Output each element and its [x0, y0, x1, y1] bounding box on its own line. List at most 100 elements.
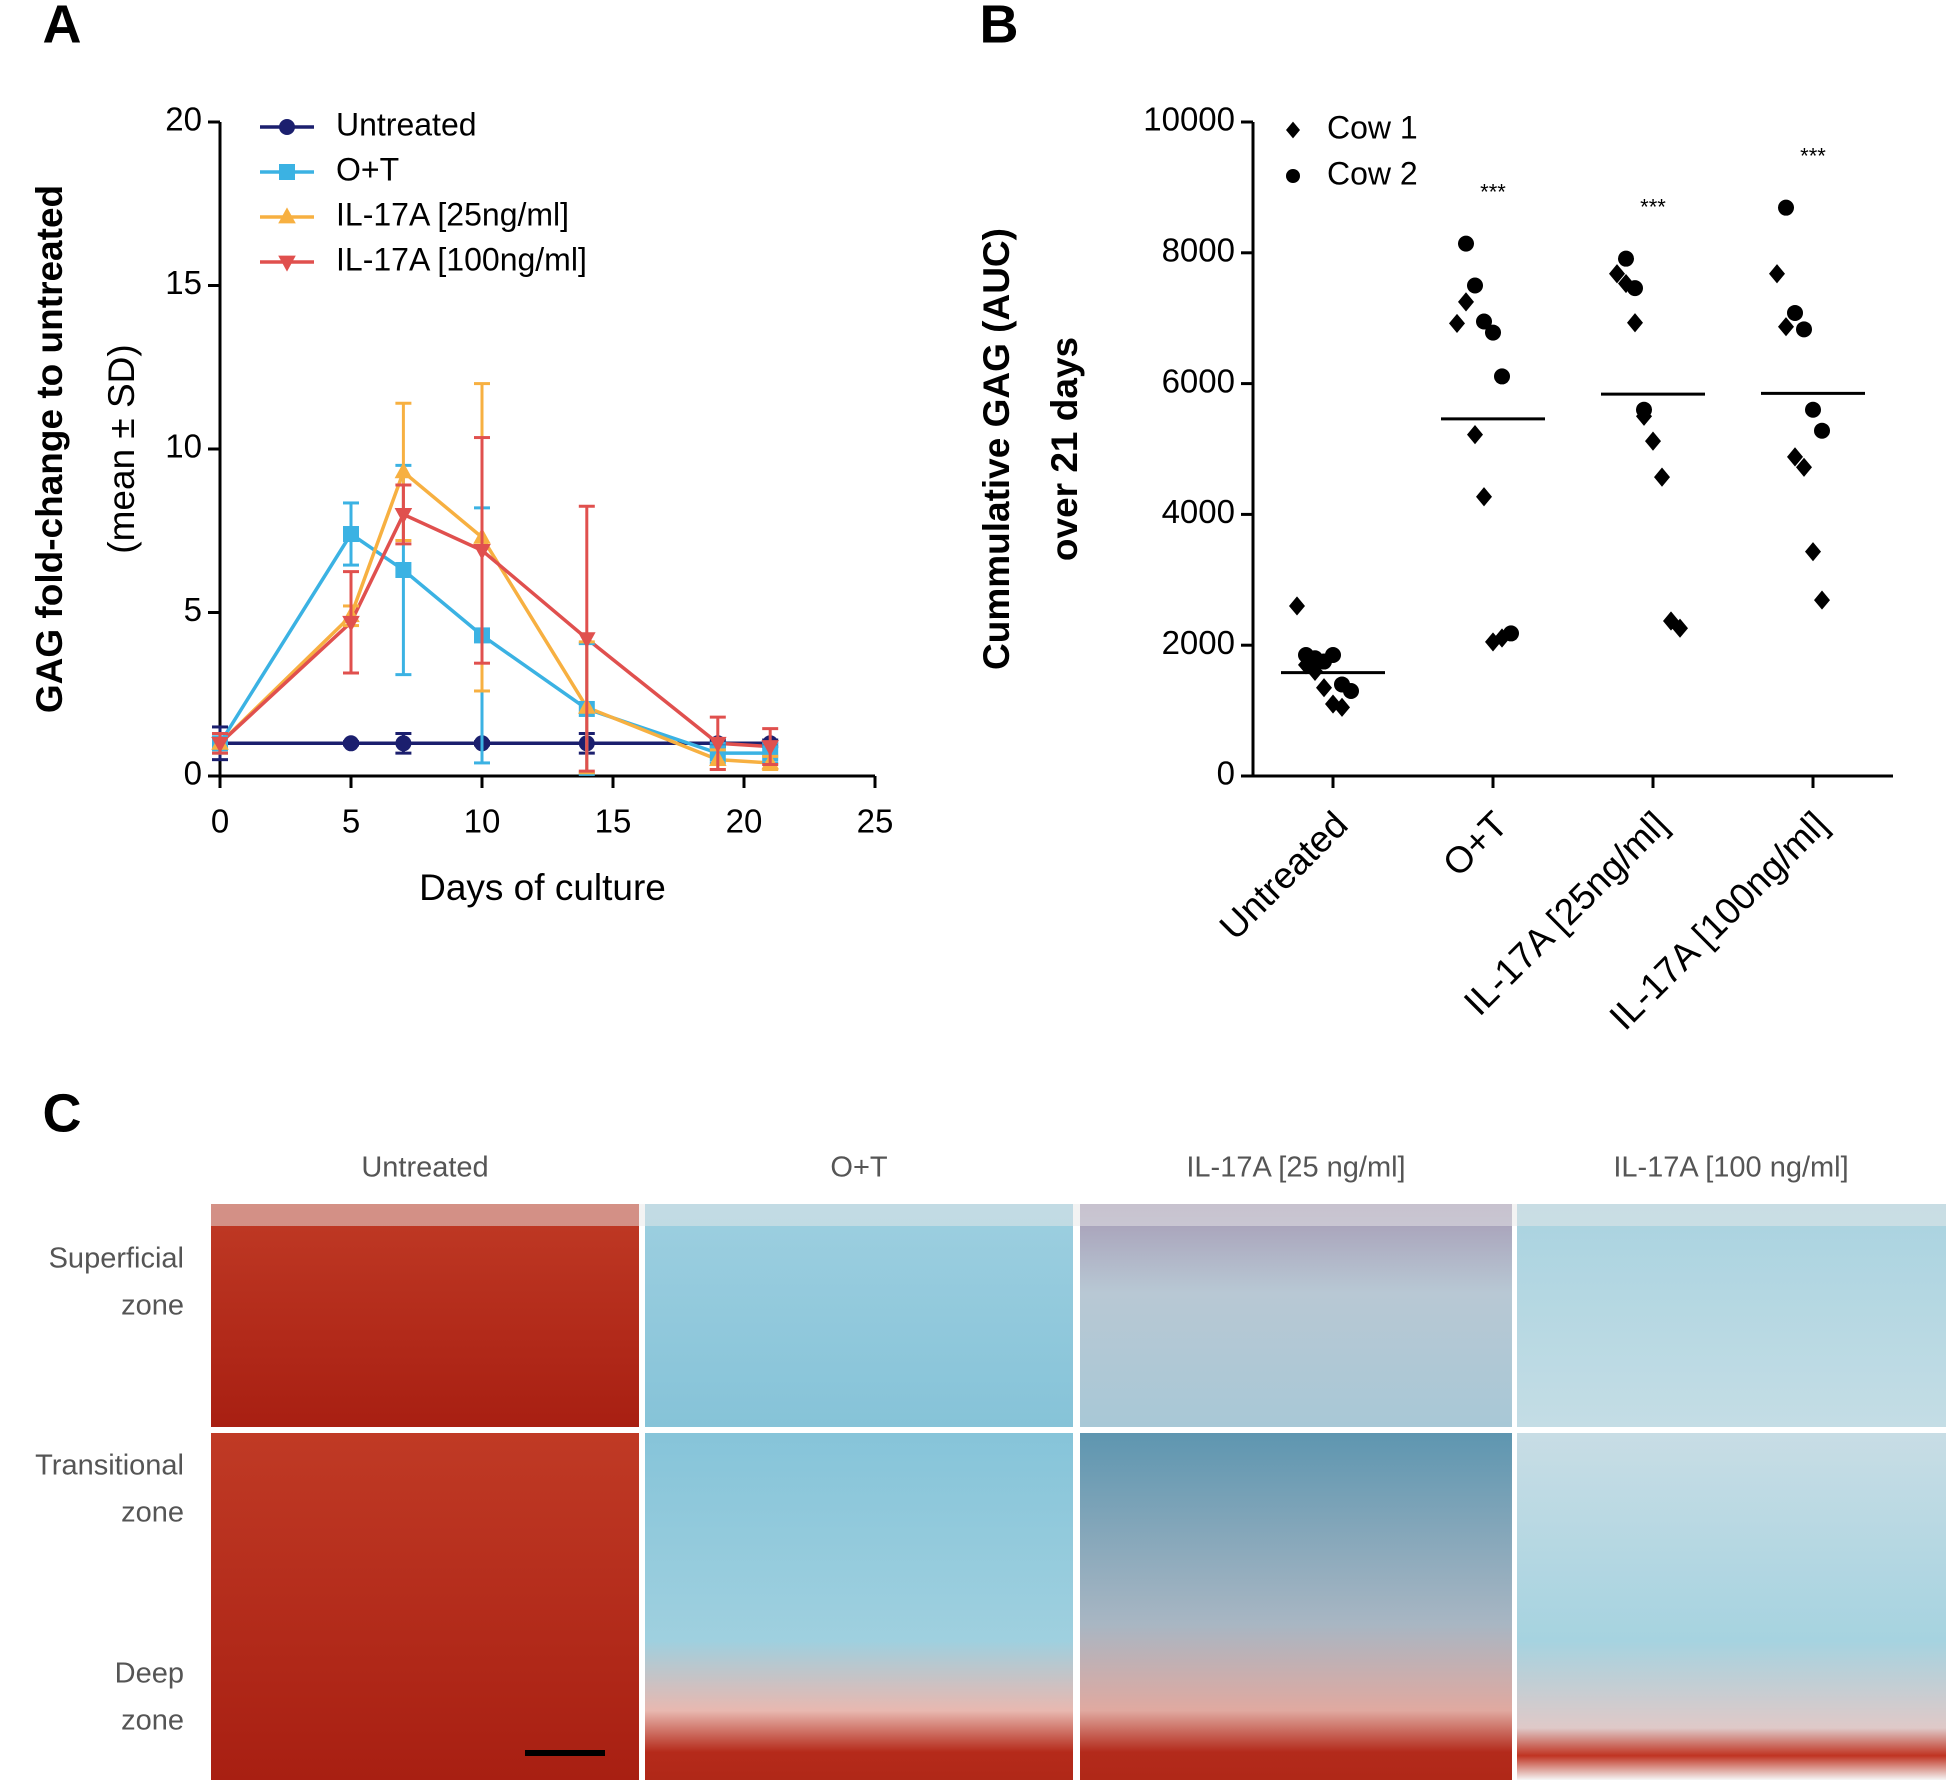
legend-marker [279, 119, 295, 135]
x-tick-label: 5 [342, 803, 360, 840]
marker [1494, 368, 1510, 385]
y-tick-label: 15 [165, 264, 202, 301]
legend-marker [278, 207, 296, 224]
tissue-image [645, 1204, 1073, 1427]
marker [1805, 542, 1821, 562]
marker [761, 740, 779, 757]
marker [1458, 235, 1474, 252]
panel-label: C [43, 1083, 82, 1143]
column-label: IL-17A [100 ng/ml] [1613, 1152, 1848, 1184]
marker [1476, 487, 1492, 507]
series-line [218, 512, 771, 749]
y-axis-label: (mean ± SD) [101, 344, 142, 553]
image-top-edge [211, 1204, 1946, 1226]
marker [1796, 321, 1812, 338]
column-label: O+T [830, 1152, 887, 1184]
marker [395, 561, 412, 578]
legend-label: IL-17A [25ng/ml] [336, 196, 569, 232]
marker [709, 736, 727, 753]
histology-images [211, 1204, 1946, 1780]
x-tick-label: Untreated [1212, 804, 1356, 948]
tissue-image [645, 1433, 1073, 1780]
marker [1316, 678, 1332, 698]
zone-label: Transitional [35, 1450, 184, 1482]
x-tick-label: 10 [464, 803, 501, 840]
marker [1458, 292, 1474, 312]
marker [395, 735, 412, 752]
marker [1325, 647, 1341, 664]
zone-label: zone [121, 1497, 184, 1529]
zone-label: Superficial [49, 1243, 184, 1275]
marker [1334, 697, 1350, 717]
legend-label: Cow 2 [1327, 155, 1418, 191]
zone-label: zone [121, 1290, 184, 1322]
y-tick-label: 10000 [1143, 101, 1235, 138]
x-axis-label: Days of culture [419, 867, 666, 908]
marker [1289, 596, 1305, 616]
marker [1503, 625, 1519, 642]
marker [1805, 401, 1821, 418]
x-tick-label: O+T [1435, 804, 1516, 885]
marker [343, 735, 359, 752]
panel-label: B [980, 0, 1019, 54]
marker [1485, 324, 1501, 341]
legend-marker [279, 164, 295, 180]
marker [1449, 313, 1465, 334]
marker [394, 462, 413, 479]
zone-label: zone [121, 1705, 184, 1737]
x-tick-label: 20 [726, 803, 763, 840]
marker [1672, 618, 1688, 638]
tissue-image [211, 1433, 639, 1780]
marker [1787, 304, 1803, 321]
y-tick-label: 10 [165, 428, 202, 465]
marker [578, 632, 596, 649]
tissue-image [1517, 1433, 1946, 1780]
legend-marker [278, 255, 296, 272]
marker [1769, 264, 1785, 284]
significance-label: *** [1480, 179, 1506, 204]
tissue-image [1080, 1433, 1512, 1780]
significance-label: *** [1640, 194, 1666, 219]
y-tick-label: 8000 [1162, 232, 1235, 269]
y-tick-label: 4000 [1162, 493, 1235, 530]
legend-marker [1286, 169, 1300, 183]
marker [1778, 317, 1794, 337]
y-tick-label: 5 [184, 591, 202, 628]
marker [1618, 250, 1634, 267]
marker [1627, 313, 1643, 333]
marker [1467, 277, 1483, 294]
column-label: IL-17A [25 ng/ml] [1186, 1152, 1405, 1184]
zone-label: Deep [115, 1658, 184, 1690]
marker [1654, 467, 1670, 487]
x-tick-label: 25 [857, 803, 894, 840]
y-axis-label: Cummulative GAG (AUC) [976, 228, 1017, 670]
marker [1476, 313, 1492, 330]
marker [1814, 590, 1830, 610]
marker [1627, 280, 1643, 297]
legend-label: IL-17A [100ng/ml] [336, 241, 587, 277]
marker [1778, 199, 1794, 216]
marker [1609, 264, 1625, 284]
tissue-image [1080, 1204, 1512, 1427]
y-tick-label: 20 [165, 101, 202, 138]
y-axis-label: GAG fold-change to untreated [29, 185, 70, 713]
legend-marker [1286, 121, 1300, 139]
marker [211, 736, 229, 753]
marker [394, 508, 413, 524]
marker [1343, 682, 1359, 699]
marker [1636, 401, 1652, 418]
marker [1467, 425, 1483, 445]
marker [343, 526, 359, 543]
x-tick-label: 15 [595, 803, 632, 840]
panel-label: A [43, 0, 82, 54]
legend-label: Cow 1 [1327, 109, 1418, 145]
tissue-image [211, 1204, 639, 1427]
marker [473, 543, 491, 560]
marker [1645, 431, 1661, 451]
y-tick-label: 0 [184, 755, 202, 792]
significance-label: *** [1800, 143, 1826, 168]
legend-label: O+T [336, 151, 399, 187]
marker [1796, 457, 1812, 477]
x-tick-label: 0 [211, 803, 229, 840]
legend-label: Untreated [336, 106, 477, 142]
